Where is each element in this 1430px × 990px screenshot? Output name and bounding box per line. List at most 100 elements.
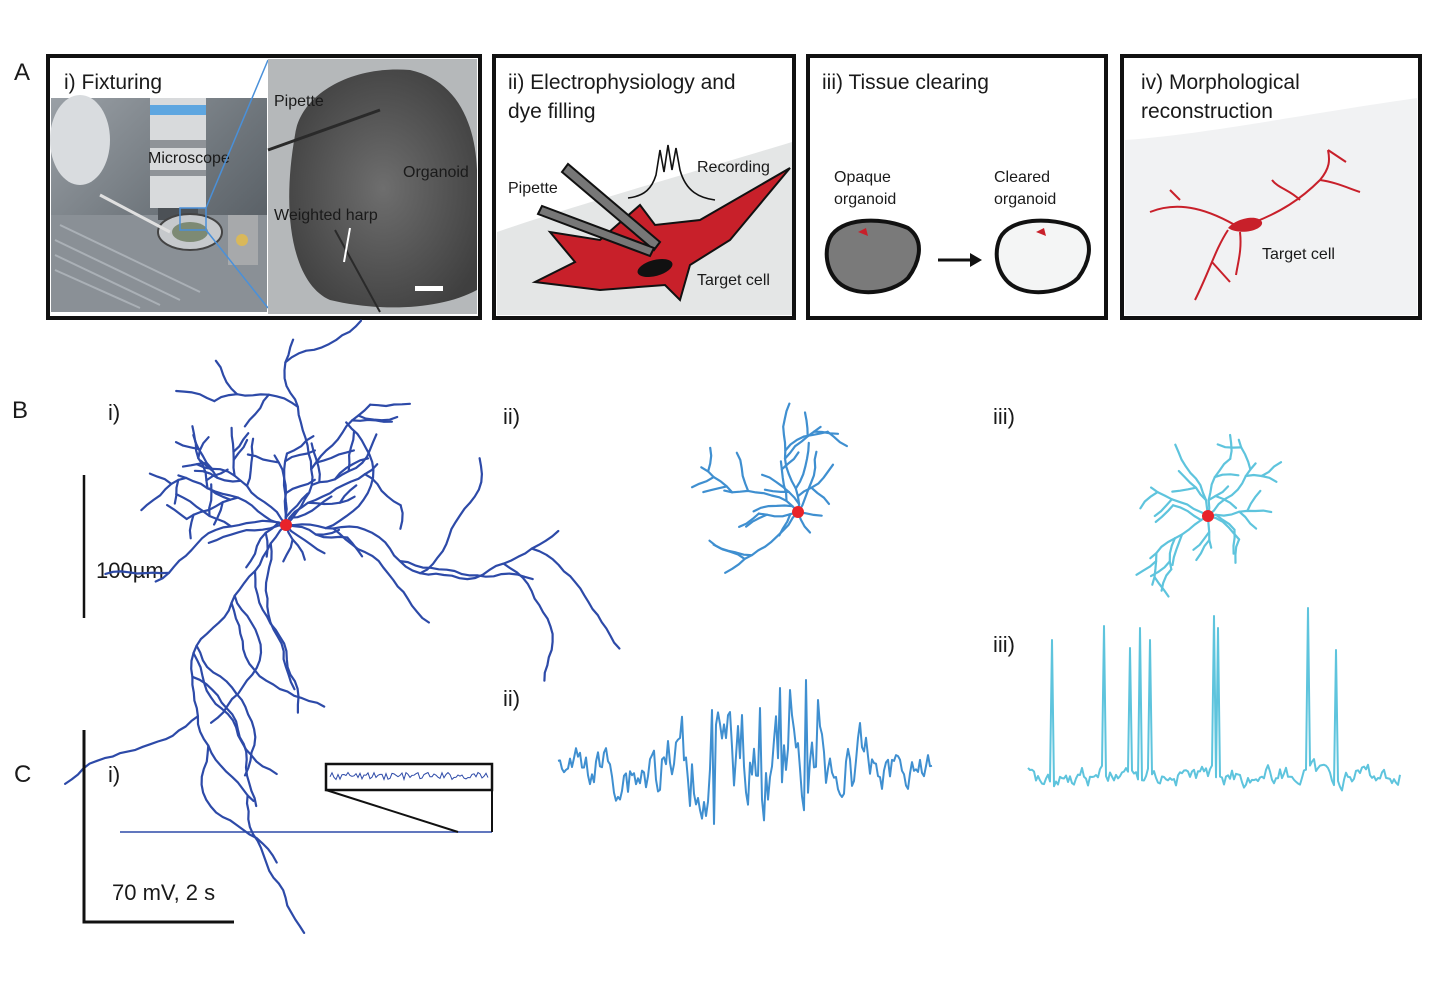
- dendrite-branch: [796, 450, 818, 514]
- cleared-organoid-shape: [994, 218, 1091, 295]
- panel-a-iii-tissue-clearing: iii) Tissue clearing Opaque organoid Cle…: [806, 54, 1108, 320]
- dendrite-branch: [1206, 509, 1273, 518]
- dendrite-branch: [702, 485, 728, 494]
- dendrite-branch: [246, 453, 280, 464]
- dendrite-branch: [205, 468, 229, 482]
- panel-b-letter: B: [12, 397, 28, 424]
- opaque-organoid-shape: [824, 218, 921, 295]
- dendrite-branch: [1174, 443, 1210, 518]
- dendrite-branch: [284, 523, 306, 561]
- dendrite-branch: [230, 601, 326, 708]
- dendrite-branch: [1171, 486, 1198, 493]
- dendrite-branch: [810, 486, 831, 505]
- dendrite-branch: [1149, 514, 1210, 560]
- panel-a-i-fixturing: i) Fixturing Microscope Pipette Organoid…: [46, 54, 482, 320]
- dendrite-branch: [195, 463, 288, 527]
- opaque-label-line2: organoid: [834, 191, 896, 208]
- dendrite-branch: [1192, 530, 1211, 551]
- dendrite-branch: [780, 451, 800, 471]
- dendrite-branch: [1214, 513, 1236, 531]
- dendrite-branch: [1151, 551, 1158, 586]
- voltage-scale-bar: [82, 730, 234, 924]
- dendrite-branch: [282, 538, 294, 563]
- panel-c-letter: C: [14, 761, 31, 788]
- trace-i-inset: [324, 762, 494, 792]
- dendrite-branch: [324, 421, 375, 530]
- voltage-trace-line: [1027, 607, 1401, 792]
- dendrite-branch: [173, 478, 180, 505]
- dendrite-branch: [398, 559, 534, 581]
- dendrite-branch: [1171, 504, 1203, 522]
- dendrite-branch: [757, 510, 800, 518]
- dendrite-branch: [310, 403, 372, 471]
- neuron-i-morphology: [63, 319, 621, 935]
- dendrite-branch: [1207, 485, 1230, 502]
- dendrite-branch: [369, 402, 411, 408]
- dendrite-branch: [1168, 537, 1177, 571]
- dendrite-branch: [188, 513, 195, 540]
- trace-iii: [1027, 607, 1401, 792]
- arrow-right-icon: [970, 253, 982, 267]
- dendrite-branch: [245, 521, 280, 569]
- dendrite-branch: [310, 433, 378, 487]
- dendrite-branch: [1237, 438, 1252, 471]
- dendrite-branch: [399, 504, 404, 530]
- dendrite-branch: [332, 527, 430, 624]
- dendrite-branch: [796, 463, 835, 498]
- dendrite-branch: [195, 644, 257, 777]
- panel-a-letter: A: [14, 59, 30, 86]
- dendrite-branch: [232, 438, 249, 461]
- dendrite-branch: [214, 359, 239, 396]
- dendrite-branch: [177, 474, 288, 527]
- dendrite-branch: [185, 496, 240, 521]
- electrophysiology-title-line2: dye filling: [508, 100, 596, 123]
- dendrite-branch: [148, 472, 173, 485]
- dendrite-branch: [264, 542, 296, 691]
- panel-a-ii-electrophysiology: ii) Electrophysiology and dye filling Pi…: [492, 54, 796, 320]
- dendrite-branch: [803, 411, 809, 438]
- soma-ii: [792, 506, 804, 518]
- dendrite-branch: [193, 469, 242, 483]
- dendrite-branch: [760, 473, 801, 506]
- dendrite-branch: [190, 523, 288, 803]
- dendrite-branch: [284, 523, 349, 539]
- dendrite-branch: [191, 675, 258, 808]
- panel-a-iv-reconstruction: iv) Morphological reconstruction Target …: [1120, 54, 1422, 320]
- dendrite-branch: [1214, 494, 1238, 510]
- dendrite-branch: [1153, 498, 1174, 518]
- dendrite-branch: [1135, 559, 1158, 576]
- opaque-label-line1: Opaque: [834, 169, 891, 186]
- dendrite-branch: [285, 492, 309, 519]
- dendrite-branch: [1206, 462, 1257, 518]
- dendrite-branch: [284, 523, 560, 581]
- dendrite-branch: [213, 501, 224, 526]
- dendrite-branch: [690, 476, 715, 489]
- microscope-photo: [50, 95, 267, 312]
- dendrite-branch: [735, 451, 750, 492]
- dendrite-branch: [346, 536, 364, 558]
- organoid-photo: [267, 59, 477, 314]
- dendrite-branch: [1149, 486, 1210, 518]
- dendrite-branch: [783, 425, 822, 460]
- reconstructed-neuron: [1149, 149, 1361, 301]
- dendrite-branch: [744, 513, 768, 528]
- panel-c-label-i: i): [108, 762, 120, 787]
- dendrite-branch: [502, 562, 554, 682]
- dendrite-branch: [104, 570, 171, 576]
- dendrite-branch: [166, 504, 188, 521]
- dendrite-branch: [191, 425, 214, 470]
- dendrite-branch: [826, 430, 849, 448]
- dendrite-branch: [314, 528, 341, 536]
- dendrite-branch: [284, 449, 316, 463]
- dendrite-branch: [1246, 489, 1262, 512]
- electrophysiology-title-line1: ii) Electrophysiology and: [508, 71, 736, 94]
- dendrite-branch: [1234, 538, 1241, 564]
- harp-label: Weighted harp: [274, 207, 378, 224]
- dendrite-branch: [243, 393, 270, 428]
- dendrite-branch: [284, 523, 326, 555]
- dendrite-branch: [782, 402, 801, 514]
- panel-c-label-iii: iii): [993, 632, 1015, 657]
- dendrite-branch: [197, 436, 210, 460]
- dendrite-branch: [1216, 443, 1243, 449]
- voltage-trace-line: [557, 679, 933, 825]
